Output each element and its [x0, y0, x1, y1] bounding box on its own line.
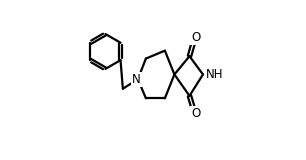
- Text: N: N: [132, 73, 141, 86]
- Text: O: O: [191, 107, 200, 120]
- Text: O: O: [191, 32, 200, 44]
- Text: NH: NH: [206, 68, 224, 81]
